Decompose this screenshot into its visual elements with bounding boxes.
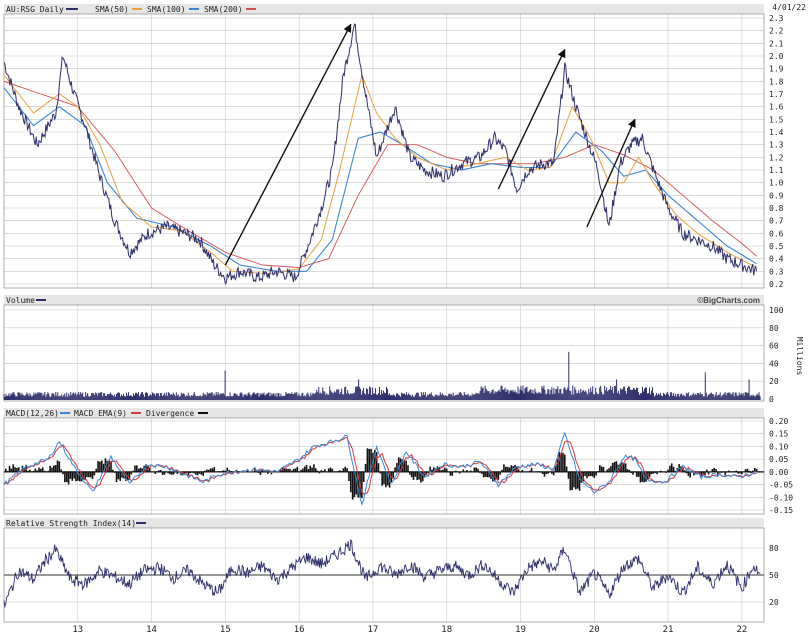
y-tick-label: 100 (769, 306, 784, 315)
price-symbol-label: AU:RSG Daily (6, 5, 64, 14)
y-tick-label: 0 (769, 395, 774, 404)
y-tick-label: 2.1 (769, 39, 784, 48)
rsi-series (3, 538, 764, 609)
y-tick-label: 0.00 (769, 468, 788, 477)
y-tick-label: 20 (769, 377, 779, 386)
sma50-line (3, 73, 757, 275)
y-tick-label: 1.5 (769, 115, 784, 124)
price-close-line (3, 23, 758, 285)
sma200-line (3, 80, 757, 268)
price-header-bar (4, 4, 764, 14)
y-tick-label: 0.05 (769, 455, 788, 464)
price-panel: AU:RSG Daily SMA(50) SMA(100) SMA(200) 4… (3, 3, 806, 289)
y-tick-label: 0.4 (769, 255, 784, 264)
macd-ema-label: MACD EMA(9) (74, 409, 127, 418)
volume-bars (3, 351, 761, 400)
y-tick-label: 0.2 (769, 280, 784, 289)
x-tick-label: 15 (220, 625, 231, 634)
y-tick-label: 2.3 (769, 14, 784, 23)
y-tick-label: 1.1 (769, 166, 784, 175)
macd-panel: MACD(12,26) MACD EMA(9) Divergence 0.200… (3, 408, 793, 515)
y-tick-label: 0.3 (769, 267, 784, 276)
volume-unit-label: Millions (795, 337, 804, 376)
volume-y-axis: 100 80 60 40 20 0 (769, 306, 784, 404)
y-tick-label: 1.0 (769, 179, 784, 188)
y-tick-label: 1.8 (769, 77, 784, 86)
trend-arrows (224, 23, 636, 266)
rsi-label: Relative Strength Index(14) (6, 519, 136, 528)
x-tick-label: 16 (294, 625, 305, 634)
sma100-legend-label: SMA(100) (147, 5, 186, 14)
volume-frame (3, 304, 765, 402)
rsi-header-bar (4, 518, 764, 528)
x-tick-label: 21 (663, 625, 674, 634)
divergence-label: Divergence (146, 409, 194, 418)
y-tick-label: 20 (769, 598, 779, 607)
x-tick-label: 19 (515, 625, 526, 634)
x-tick-label: 17 (368, 625, 379, 634)
y-tick-label: 50 (769, 571, 779, 580)
macd-line (3, 431, 757, 507)
macd-frame (3, 417, 765, 515)
y-tick-label: 1.6 (769, 103, 784, 112)
y-tick-label: 0.20 (769, 417, 788, 426)
macd-header-bar (4, 408, 764, 418)
sma50-legend-label: SMA(50) (95, 5, 129, 14)
y-tick-label: 0.6 (769, 229, 784, 238)
y-tick-label: 2.2 (769, 27, 784, 36)
x-tick-label: 13 (72, 625, 83, 634)
macd-y-axis: 0.20 0.15 0.10 0.05 0.00 -0.05 -0.10 -0.15 (769, 417, 793, 515)
volume-header-bar (4, 295, 764, 305)
rsi-y-axis: 80 50 20 (769, 544, 779, 607)
y-tick-label: 1.7 (769, 90, 784, 99)
x-tick-label: 22 (736, 625, 747, 634)
price-series (3, 23, 758, 285)
price-y-axis: 2.3 2.2 2.1 2.0 1.9 1.8 1.7 1.6 1.5 1.4 1.3 1.2 1.1 1… (769, 14, 784, 289)
x-axis: 13 14 15 16 17 18 19 20 21 22 (72, 625, 747, 634)
y-tick-label: 0.5 (769, 242, 784, 251)
trend-arrow (224, 23, 352, 266)
volume-label: Volume (6, 296, 35, 305)
y-tick-label: 1.9 (769, 65, 784, 74)
rsi-panel: Relative Strength Index(14) 80 50 20 (3, 518, 779, 623)
rsi-line (3, 538, 761, 609)
credit-label: ©BigCharts.com (697, 296, 760, 305)
x-tick-label: 14 (146, 625, 157, 634)
y-tick-label: 0.10 (769, 442, 788, 451)
x-tick-label: 18 (441, 625, 452, 634)
trend-arrow (497, 48, 566, 190)
macd-label: MACD(12,26) (6, 409, 59, 418)
y-tick-label: 0.8 (769, 204, 784, 213)
y-tick-label: 1.4 (769, 128, 784, 137)
y-tick-label: -0.05 (769, 481, 793, 490)
y-tick-label: 0.15 (769, 430, 788, 439)
trend-arrow (586, 118, 636, 228)
y-tick-label: 1.3 (769, 141, 784, 150)
y-tick-label: 0.9 (769, 191, 784, 200)
y-tick-label: 80 (769, 544, 779, 553)
volume-panel: Volume ©BigCharts.com 100 80 60 40 20 0 Milli… (3, 295, 804, 404)
y-tick-label: 2.0 (769, 52, 784, 61)
y-tick-label: -0.15 (769, 506, 793, 515)
y-tick-label: 0.7 (769, 217, 784, 226)
y-tick-label: 80 (769, 324, 779, 333)
price-frame (3, 13, 765, 289)
y-tick-label: -0.10 (769, 493, 793, 502)
x-tick-label: 20 (589, 625, 600, 634)
price-grid (4, 14, 764, 288)
macd-series (3, 431, 764, 507)
y-tick-label: 1.2 (769, 153, 784, 162)
y-tick-label: 40 (769, 359, 779, 368)
sma100-line (3, 87, 757, 272)
chart-date-label: 4/01/22 (772, 3, 806, 12)
volume-grid (4, 305, 764, 401)
y-tick-label: 60 (769, 342, 779, 351)
sma200-legend-label: SMA(200) (204, 5, 243, 14)
